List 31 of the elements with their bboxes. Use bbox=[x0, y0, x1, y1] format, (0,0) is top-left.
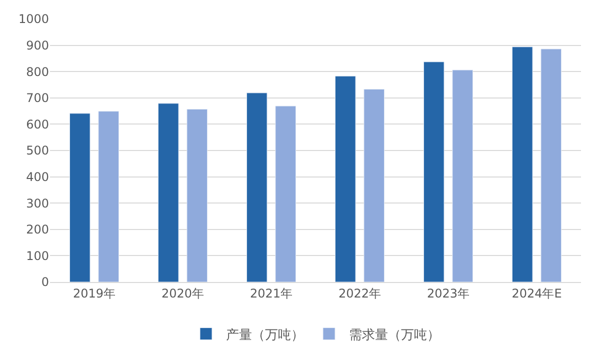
bar bbox=[512, 46, 533, 282]
bar bbox=[246, 92, 268, 282]
y-tick-label: 600 bbox=[26, 117, 49, 132]
x-tick-label: 2023年 bbox=[426, 286, 470, 300]
bar bbox=[186, 108, 208, 282]
y-tick-label: 1000 bbox=[18, 12, 49, 26]
bar bbox=[364, 88, 385, 282]
x-tick-label: 2022年 bbox=[338, 286, 382, 300]
bar bbox=[158, 103, 179, 282]
y-tick-label: 500 bbox=[26, 144, 49, 158]
x-tick-label: 2024年E bbox=[512, 286, 562, 300]
bar bbox=[334, 76, 356, 282]
bar bbox=[98, 111, 120, 282]
legend-label: 需求量（万吨） bbox=[349, 328, 440, 343]
bar bbox=[69, 113, 90, 282]
legend-label: 产量（万吨） bbox=[226, 328, 304, 343]
y-tick-label: 800 bbox=[26, 64, 49, 79]
x-tick-label: 2019年 bbox=[72, 286, 116, 300]
x-tick-label: 2021年 bbox=[250, 286, 293, 300]
bar bbox=[275, 106, 296, 282]
x-tick-label: 2020年 bbox=[161, 286, 204, 300]
bar bbox=[423, 62, 444, 282]
y-tick-label: 700 bbox=[26, 91, 49, 106]
y-tick-label: 0 bbox=[41, 275, 49, 290]
y-tick-label: 100 bbox=[26, 248, 49, 263]
bar bbox=[540, 48, 562, 282]
bar bbox=[452, 70, 474, 282]
y-tick-label: 200 bbox=[26, 222, 49, 237]
y-tick-label: 900 bbox=[26, 38, 49, 52]
y-tick-label: 300 bbox=[26, 196, 49, 210]
y-tick-label: 400 bbox=[26, 170, 49, 184]
